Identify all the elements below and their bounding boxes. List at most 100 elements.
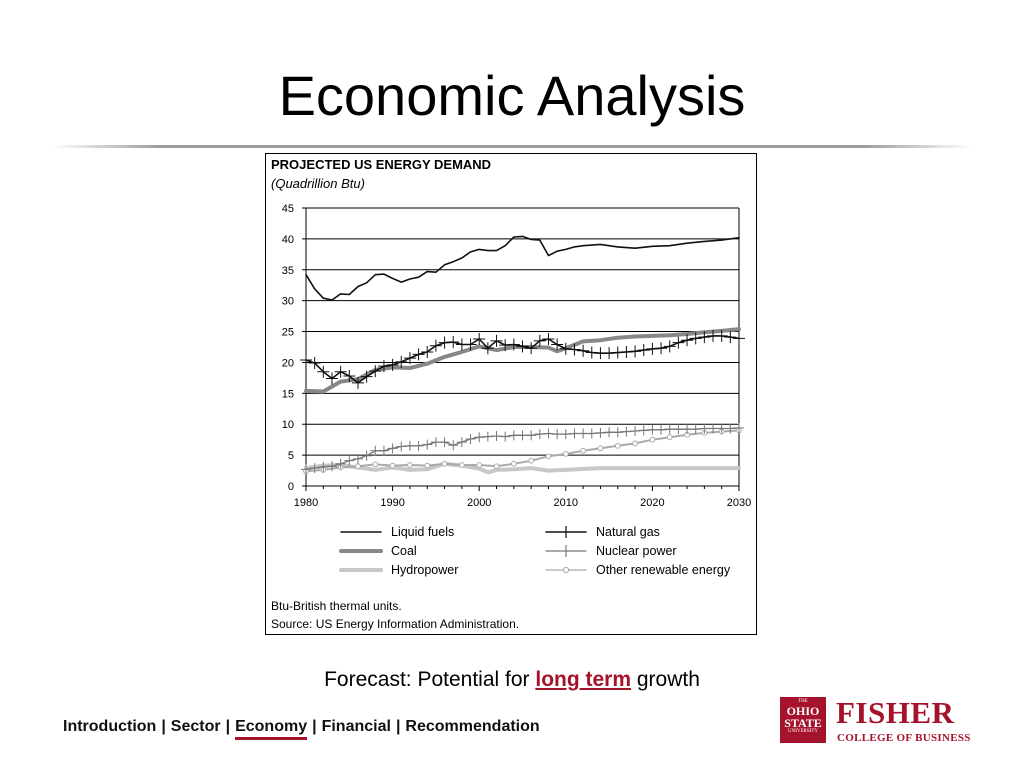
caption-suffix: growth <box>631 668 700 691</box>
data-point-nuclear-power <box>326 461 337 472</box>
chart-footnote: Btu-British thermal units. <box>271 599 402 613</box>
data-point-natural-gas <box>386 358 399 371</box>
data-point-nuclear-power <box>526 430 537 441</box>
data-point-nuclear-power <box>673 424 684 435</box>
data-point-nuclear-power <box>491 430 502 441</box>
data-point-nuclear-power <box>708 423 719 434</box>
y-tick-label: 30 <box>282 296 294 308</box>
data-point-natural-gas <box>525 342 538 355</box>
data-point-nuclear-power <box>656 424 667 435</box>
data-point-natural-gas <box>308 357 321 370</box>
data-point-natural-gas <box>499 339 512 352</box>
data-point-natural-gas <box>438 336 451 349</box>
nav-introduction[interactable]: Introduction <box>63 718 157 735</box>
data-point-other-renewable-energy <box>441 460 448 467</box>
data-point-natural-gas <box>334 365 347 378</box>
data-point-nuclear-power <box>725 423 736 434</box>
y-tick-label: 0 <box>288 481 294 493</box>
chart-footnote: Source: US Energy Information Administra… <box>271 617 519 631</box>
data-point-nuclear-power <box>344 455 355 466</box>
nav-separator: | <box>225 718 231 735</box>
data-point-natural-gas <box>681 334 694 347</box>
y-tick-label: 25 <box>282 327 294 339</box>
data-point-nuclear-power <box>465 434 476 445</box>
data-point-natural-gas <box>689 332 702 345</box>
data-point-nuclear-power <box>335 458 346 469</box>
data-point-natural-gas <box>568 343 581 356</box>
data-point-natural-gas <box>464 338 477 351</box>
legend-label-hydropower: Hydropower <box>391 563 458 577</box>
seal-line-ohio: OHIO <box>786 704 820 718</box>
data-point-nuclear-power <box>682 424 693 435</box>
nav-economy[interactable]: Economy <box>235 718 308 740</box>
data-point-natural-gas <box>351 376 364 389</box>
nav-sector[interactable]: Sector <box>170 718 221 735</box>
data-point-nuclear-power <box>664 424 675 435</box>
data-point-other-renewable-energy <box>458 462 465 468</box>
title-divider <box>52 145 972 148</box>
nav-financial[interactable]: Financial <box>321 718 391 735</box>
x-tick-label: 2010 <box>554 497 578 509</box>
data-point-natural-gas <box>559 342 572 355</box>
data-point-nuclear-power <box>370 445 381 456</box>
data-point-natural-gas <box>620 345 633 358</box>
data-point-nuclear-power <box>578 428 589 439</box>
logo-name: FISHER <box>836 695 955 730</box>
data-point-nuclear-power <box>361 450 372 461</box>
data-point-natural-gas <box>473 332 486 345</box>
data-point-natural-gas <box>300 353 312 366</box>
data-point-natural-gas <box>733 332 745 345</box>
data-point-nuclear-power <box>552 429 563 440</box>
nav-separator: | <box>395 718 401 735</box>
legend-label-coal: Coal <box>391 544 417 558</box>
data-point-nuclear-power <box>630 426 641 437</box>
data-point-nuclear-power <box>569 428 580 439</box>
legend-label-nuclear-power: Nuclear power <box>596 544 677 558</box>
data-point-natural-gas <box>655 342 668 355</box>
data-point-nuclear-power <box>508 430 519 441</box>
data-point-other-renewable-energy <box>614 442 621 449</box>
series-line-other-renewable-energy <box>305 429 740 473</box>
section-navigation: Introduction | Sector | Economy | Financial | Re… <box>63 718 540 740</box>
data-point-nuclear-power <box>309 463 320 474</box>
x-tick-label: 2020 <box>640 497 664 509</box>
data-point-nuclear-power <box>734 422 744 433</box>
slide-caption: Forecast: Potential for long term growth <box>0 668 1024 692</box>
fisher-logo: THE OHIO STATE UNIVERSITY FISHER COLLEGE… <box>780 695 980 749</box>
data-point-nuclear-power <box>456 437 467 448</box>
long-term-link[interactable]: long term <box>535 668 632 691</box>
legend-label-natural-gas: Natural gas <box>596 525 660 539</box>
data-point-other-renewable-energy <box>476 462 483 468</box>
nav-recommendation[interactable]: Recommendation <box>405 718 540 735</box>
y-tick-label: 45 <box>282 203 294 215</box>
legend-label-liquid-fuels: Liquid fuels <box>391 525 454 539</box>
chart-subtitle: (Quadrillion Btu) <box>271 176 365 191</box>
data-point-natural-gas <box>603 347 616 360</box>
chart-title: PROJECTED US ENERGY DEMAND <box>271 157 491 172</box>
y-tick-label: 5 <box>288 450 294 462</box>
data-point-natural-gas <box>646 342 659 355</box>
data-point-other-renewable-energy <box>355 463 361 470</box>
data-point-natural-gas <box>551 338 564 351</box>
ohio-state-seal: THE OHIO STATE UNIVERSITY <box>780 697 826 743</box>
series-line-hydropower <box>304 461 741 475</box>
x-tick-label: 1990 <box>380 497 404 509</box>
data-point-natural-gas <box>663 340 676 353</box>
data-point-nuclear-power <box>621 426 632 437</box>
legend-label-other-renewable-energy: Other renewable energy <box>596 563 731 577</box>
data-point-natural-gas <box>447 336 460 349</box>
x-tick-label: 1980 <box>294 497 318 509</box>
legend-marker-other-renewable-energy <box>562 566 570 574</box>
data-point-natural-gas <box>507 338 520 351</box>
data-point-natural-gas <box>481 342 494 355</box>
seal-line-university: UNIVERSITY <box>788 729 818 734</box>
nav-separator: | <box>312 718 317 735</box>
data-point-natural-gas <box>377 360 390 373</box>
data-point-natural-gas <box>629 345 642 358</box>
data-point-natural-gas <box>542 332 555 345</box>
data-point-other-renewable-energy <box>528 457 535 464</box>
data-point-nuclear-power <box>378 445 389 456</box>
slide-title: Economic Analysis <box>278 64 746 127</box>
nav-separator: | <box>161 718 166 735</box>
data-point-nuclear-power <box>604 427 615 438</box>
